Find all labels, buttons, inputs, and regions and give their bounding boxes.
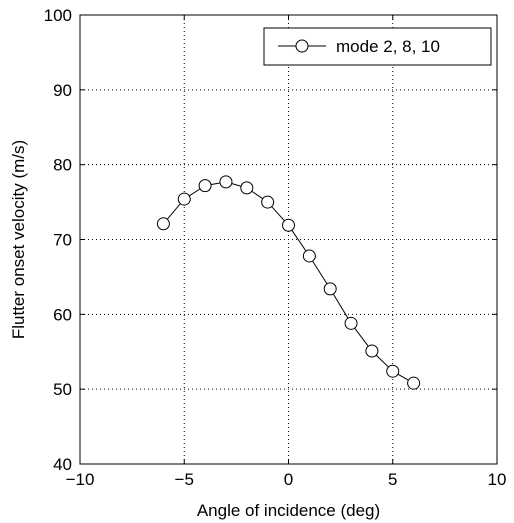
data-point-marker [261,195,275,209]
y-tick-label: 40 [53,455,72,474]
data-point-marker [302,249,316,263]
legend-label: mode 2, 8, 10 [336,37,440,56]
y-tick-label: 60 [53,305,72,324]
y-tick-label: 50 [53,380,72,399]
data-series [156,175,421,390]
data-point-marker [386,364,400,378]
x-tick-label: 10 [488,470,507,489]
x-axis-label: Angle of incidence (deg) [197,501,380,520]
legend-marker-circle [295,39,309,53]
y-tick-label: 80 [53,156,72,175]
data-point-marker [198,179,212,193]
data-point-marker [156,217,170,231]
x-tick-label: 0 [284,470,293,489]
y-tick-label: 70 [53,231,72,250]
y-axis-label: Flutter onset velocity (m/s) [9,140,28,339]
data-point-marker [282,218,295,232]
data-point-marker [323,282,337,296]
axis-ticks [79,14,498,465]
data-point-marker [177,192,191,206]
data-point-marker [344,316,358,330]
data-point-marker [219,175,233,189]
legend: mode 2, 8, 10 [263,27,492,66]
x-tick-label: −5 [175,470,194,489]
x-tick-label: −10 [66,470,95,489]
x-tick-label: 5 [388,470,397,489]
data-point-marker [365,344,379,358]
tick-labels: −10 −5 0 5 10 40 50 60 70 80 90 100 [44,6,507,489]
grid-lines [80,15,497,464]
y-tick-label: 100 [44,6,72,25]
y-tick-label: 90 [53,81,72,100]
data-point-marker [240,181,254,195]
data-point-marker [407,376,421,390]
